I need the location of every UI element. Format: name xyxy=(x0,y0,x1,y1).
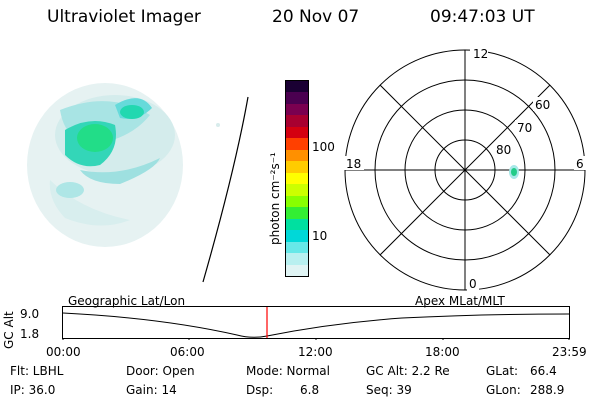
status-gain: Gain: 14 xyxy=(126,383,177,397)
x-tick-1800: 18:00 xyxy=(425,345,460,359)
timeline-frame xyxy=(62,306,570,339)
mlt-label-12: 12 xyxy=(473,47,488,61)
colorbar-segment xyxy=(286,138,308,150)
colorbar-segment xyxy=(286,172,308,185)
timeline-y-label: GC Alt xyxy=(2,311,16,349)
status-flt: Flt: LBHL xyxy=(10,364,64,378)
colorbar-segment xyxy=(286,230,308,242)
lat-label-60: 60 xyxy=(535,98,550,112)
altitude-curve xyxy=(62,312,570,338)
x-tick-1200: 12:00 xyxy=(298,345,333,359)
colorbar-segment xyxy=(286,253,308,265)
mlt-label-0: 0 xyxy=(469,277,477,291)
status-glat-label: GLat: xyxy=(486,364,519,378)
y-tick-1-8: 1.8 xyxy=(20,327,40,341)
status-seq: Seq: 39 xyxy=(366,383,412,397)
polar-emission-spot xyxy=(511,168,517,176)
colorbar-segment xyxy=(286,161,308,173)
colorbar-segment xyxy=(286,92,308,104)
terminator-line xyxy=(202,96,249,283)
apex-title: Apex MLat/MLT xyxy=(415,294,505,308)
colorbar-segment xyxy=(286,195,308,208)
status-door: Door: Open xyxy=(126,364,195,378)
status-dsp-label: Dsp: xyxy=(246,383,274,397)
lat-label-80: 80 xyxy=(496,143,511,157)
colorbar-segment xyxy=(286,264,308,276)
x-tick-0000: 00:00 xyxy=(46,345,81,359)
colorbar-segment xyxy=(286,126,308,139)
colorbar-label: photon cm⁻²s⁻¹ xyxy=(268,152,282,245)
mlt-label-6: 6 xyxy=(576,157,584,171)
colorbar-segment xyxy=(286,103,308,116)
auroral-emission-map xyxy=(27,83,220,247)
geographic-title: Geographic Lat/Lon xyxy=(68,294,186,308)
colorbar-segment xyxy=(286,115,308,127)
date-label: 20 Nov 07 xyxy=(272,7,360,27)
status-ip: IP: 36.0 xyxy=(10,383,56,397)
y-tick-9: 9.0 xyxy=(20,307,40,321)
colorbar-tick-100: 100 xyxy=(312,140,335,154)
status-glon-value: 288.9 xyxy=(530,383,565,397)
status-dsp-value: 6.8 xyxy=(300,383,320,397)
x-tick-2359: 23:59 xyxy=(552,345,587,359)
colorbar-segment xyxy=(286,149,308,162)
status-gc-alt: GC Alt: 2.2 Re xyxy=(366,364,450,378)
colorbar-segment xyxy=(286,218,308,231)
status-glon-label: GLon: xyxy=(486,383,521,397)
polar-plot: 12 18 6 0 60 70 80 xyxy=(344,46,586,291)
status-mode: Mode: Normal xyxy=(246,364,330,378)
instrument-title: Ultraviolet Imager xyxy=(47,7,201,27)
status-glat-value: 66.4 xyxy=(530,364,557,378)
colorbar xyxy=(285,80,309,277)
x-tick-0600: 06:00 xyxy=(170,345,205,359)
geographic-image-panel xyxy=(27,83,249,283)
colorbar-segment xyxy=(286,81,308,93)
colorbar-tick-10: 10 xyxy=(312,229,328,243)
colorbar-segment xyxy=(286,241,308,254)
colorbar-segment xyxy=(286,207,308,219)
time-label: 09:47:03 UT xyxy=(430,7,535,27)
mlt-label-18: 18 xyxy=(346,157,361,171)
altitude-timeline xyxy=(62,306,570,340)
lat-label-70: 70 xyxy=(517,121,532,135)
colorbar-segment xyxy=(286,184,308,196)
